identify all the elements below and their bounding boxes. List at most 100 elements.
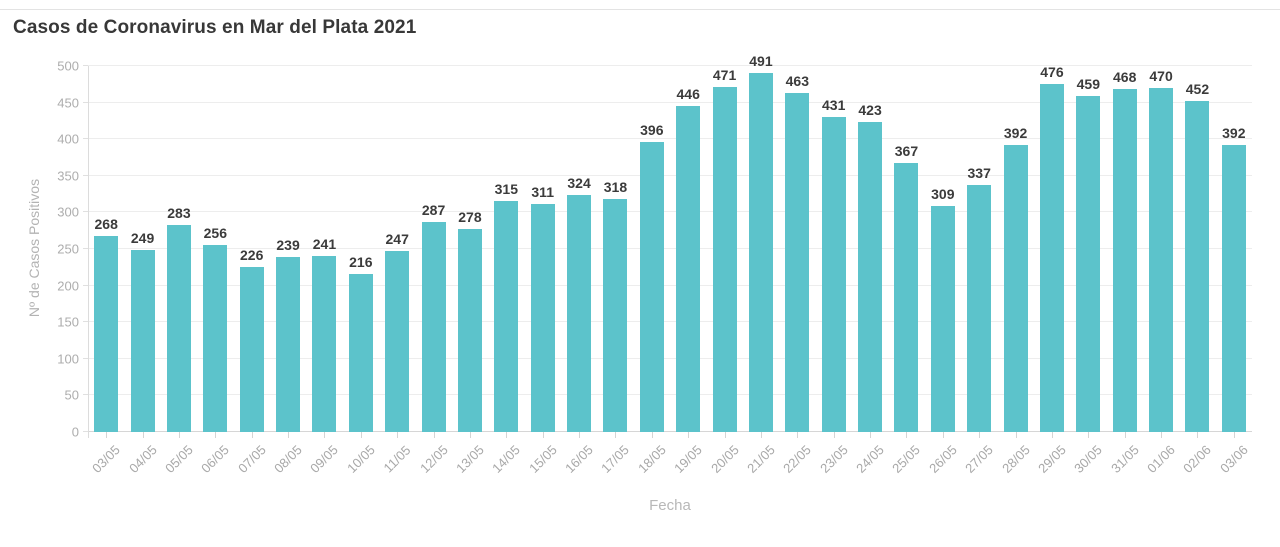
- x-axis-tick: [760, 432, 762, 438]
- x-axis-tick-label: 23/05: [816, 442, 851, 476]
- bar-value-label: 278: [458, 208, 482, 225]
- x-axis-tick: [1015, 432, 1017, 438]
- x-axis-tick-label: 18/05: [635, 442, 669, 476]
- y-axis-tick-label: 350: [57, 168, 79, 184]
- chart-title: Casos de Coronavirus en Mar del Plata 20…: [13, 17, 417, 38]
- x-axis-tick: [142, 432, 144, 438]
- bar: [967, 185, 992, 432]
- bar-value-label: 396: [640, 122, 664, 139]
- bar-value-label: 446: [676, 85, 700, 102]
- x-axis-tick-label: 29/05: [1035, 442, 1069, 476]
- x-axis-tick: [433, 432, 435, 438]
- x-axis-tick: [251, 432, 253, 438]
- bar: [421, 221, 446, 432]
- bar: [239, 266, 264, 432]
- x-axis-tick: [579, 432, 581, 438]
- bar: [1112, 89, 1137, 432]
- x-axis-tick-label: 08/05: [271, 442, 305, 476]
- bar: [858, 122, 883, 432]
- x-axis-tick: [178, 432, 180, 438]
- y-axis-tick-label: 100: [57, 351, 79, 367]
- x-axis-tick: [1197, 432, 1199, 438]
- y-axis-tick: [83, 431, 88, 432]
- x-axis-tick-label: 09/05: [307, 442, 342, 476]
- x-axis-tick: [797, 432, 799, 438]
- gridline: [88, 357, 1252, 359]
- bar: [712, 87, 737, 432]
- x-axis-tick-label: 10/05: [344, 442, 378, 476]
- x-axis-tick-label: 12/05: [416, 442, 451, 476]
- bar-value-label: 241: [312, 235, 337, 252]
- bar-value-label: 431: [822, 96, 846, 113]
- bar: [676, 105, 701, 432]
- bar: [603, 199, 628, 432]
- bar: [276, 257, 301, 432]
- bar-value-label: 247: [385, 231, 409, 248]
- gridline: [88, 248, 1252, 249]
- x-axis-tick: [106, 432, 108, 438]
- bar: [312, 255, 337, 432]
- y-axis-line: [88, 66, 89, 438]
- bar: [1003, 145, 1028, 432]
- x-axis-tick-label: 07/05: [234, 442, 269, 476]
- y-axis-tick-label: 400: [57, 131, 79, 147]
- x-axis-tick: [1161, 432, 1163, 438]
- bar-value-label: 423: [858, 102, 882, 119]
- y-axis-tick: [83, 138, 88, 140]
- bar-value-label: 491: [749, 52, 773, 69]
- x-axis-tick: [724, 432, 726, 438]
- x-axis-tick: [506, 432, 508, 438]
- bar: [348, 273, 373, 432]
- x-axis-tick: [1051, 432, 1053, 438]
- x-axis-tick: [360, 432, 362, 438]
- bar: [1185, 101, 1210, 432]
- bar: [821, 116, 846, 432]
- x-axis-tick-label: 03/06: [1217, 442, 1251, 476]
- x-axis-tick-label: 16/05: [562, 442, 596, 476]
- y-axis-tick-label: 50: [64, 387, 79, 403]
- x-axis-tick-label: 11/05: [380, 442, 414, 476]
- bar: [1039, 83, 1064, 432]
- y-axis-tick: [83, 211, 88, 213]
- y-axis-tick: [83, 284, 88, 286]
- x-axis-tick: [942, 432, 944, 438]
- bar: [567, 194, 592, 432]
- x-axis-tick: [1088, 432, 1090, 438]
- x-axis-tick-label: 28/05: [998, 442, 1033, 476]
- x-axis-tick-label: 24/05: [853, 442, 887, 476]
- bar: [639, 142, 664, 432]
- x-axis-tick-label: 17/05: [598, 442, 633, 476]
- y-axis-tick: [83, 357, 88, 359]
- bar-value-label: 452: [1185, 81, 1210, 98]
- gridline: [88, 394, 1252, 396]
- x-axis-tick: [979, 432, 981, 438]
- x-axis-tick: [1233, 432, 1235, 438]
- bar-value-label: 367: [894, 143, 919, 160]
- x-axis-tick: [615, 432, 617, 438]
- gridline: [88, 321, 1252, 323]
- y-axis-tick: [83, 321, 88, 323]
- top-divider: [0, 9, 1280, 10]
- gridline: [88, 284, 1252, 286]
- x-axis-tick-label: 03/05: [89, 442, 123, 476]
- bar-value-label: 463: [785, 73, 809, 90]
- bar: [930, 205, 955, 432]
- gridline: [88, 65, 1252, 66]
- x-axis-tick-label: 31/05: [1107, 442, 1142, 476]
- bar-value-label: 216: [349, 253, 373, 270]
- bar-value-label: 249: [130, 229, 155, 246]
- x-axis-tick: [324, 432, 326, 438]
- y-axis-tick: [83, 248, 88, 249]
- bar: [494, 201, 519, 432]
- bar-value-label: 287: [421, 201, 446, 218]
- bar-value-label: 318: [603, 179, 628, 196]
- x-axis-tick: [215, 432, 217, 438]
- bar: [94, 235, 119, 432]
- y-axis-tick-label: 450: [57, 95, 79, 111]
- bar-value-label: 268: [94, 215, 118, 232]
- x-axis-tick: [1124, 432, 1126, 438]
- x-axis-tick-label: 04/05: [125, 442, 160, 476]
- bar-value-label: 256: [203, 224, 227, 241]
- bar: [1076, 96, 1101, 432]
- x-axis-tick-label: 05/05: [162, 442, 196, 476]
